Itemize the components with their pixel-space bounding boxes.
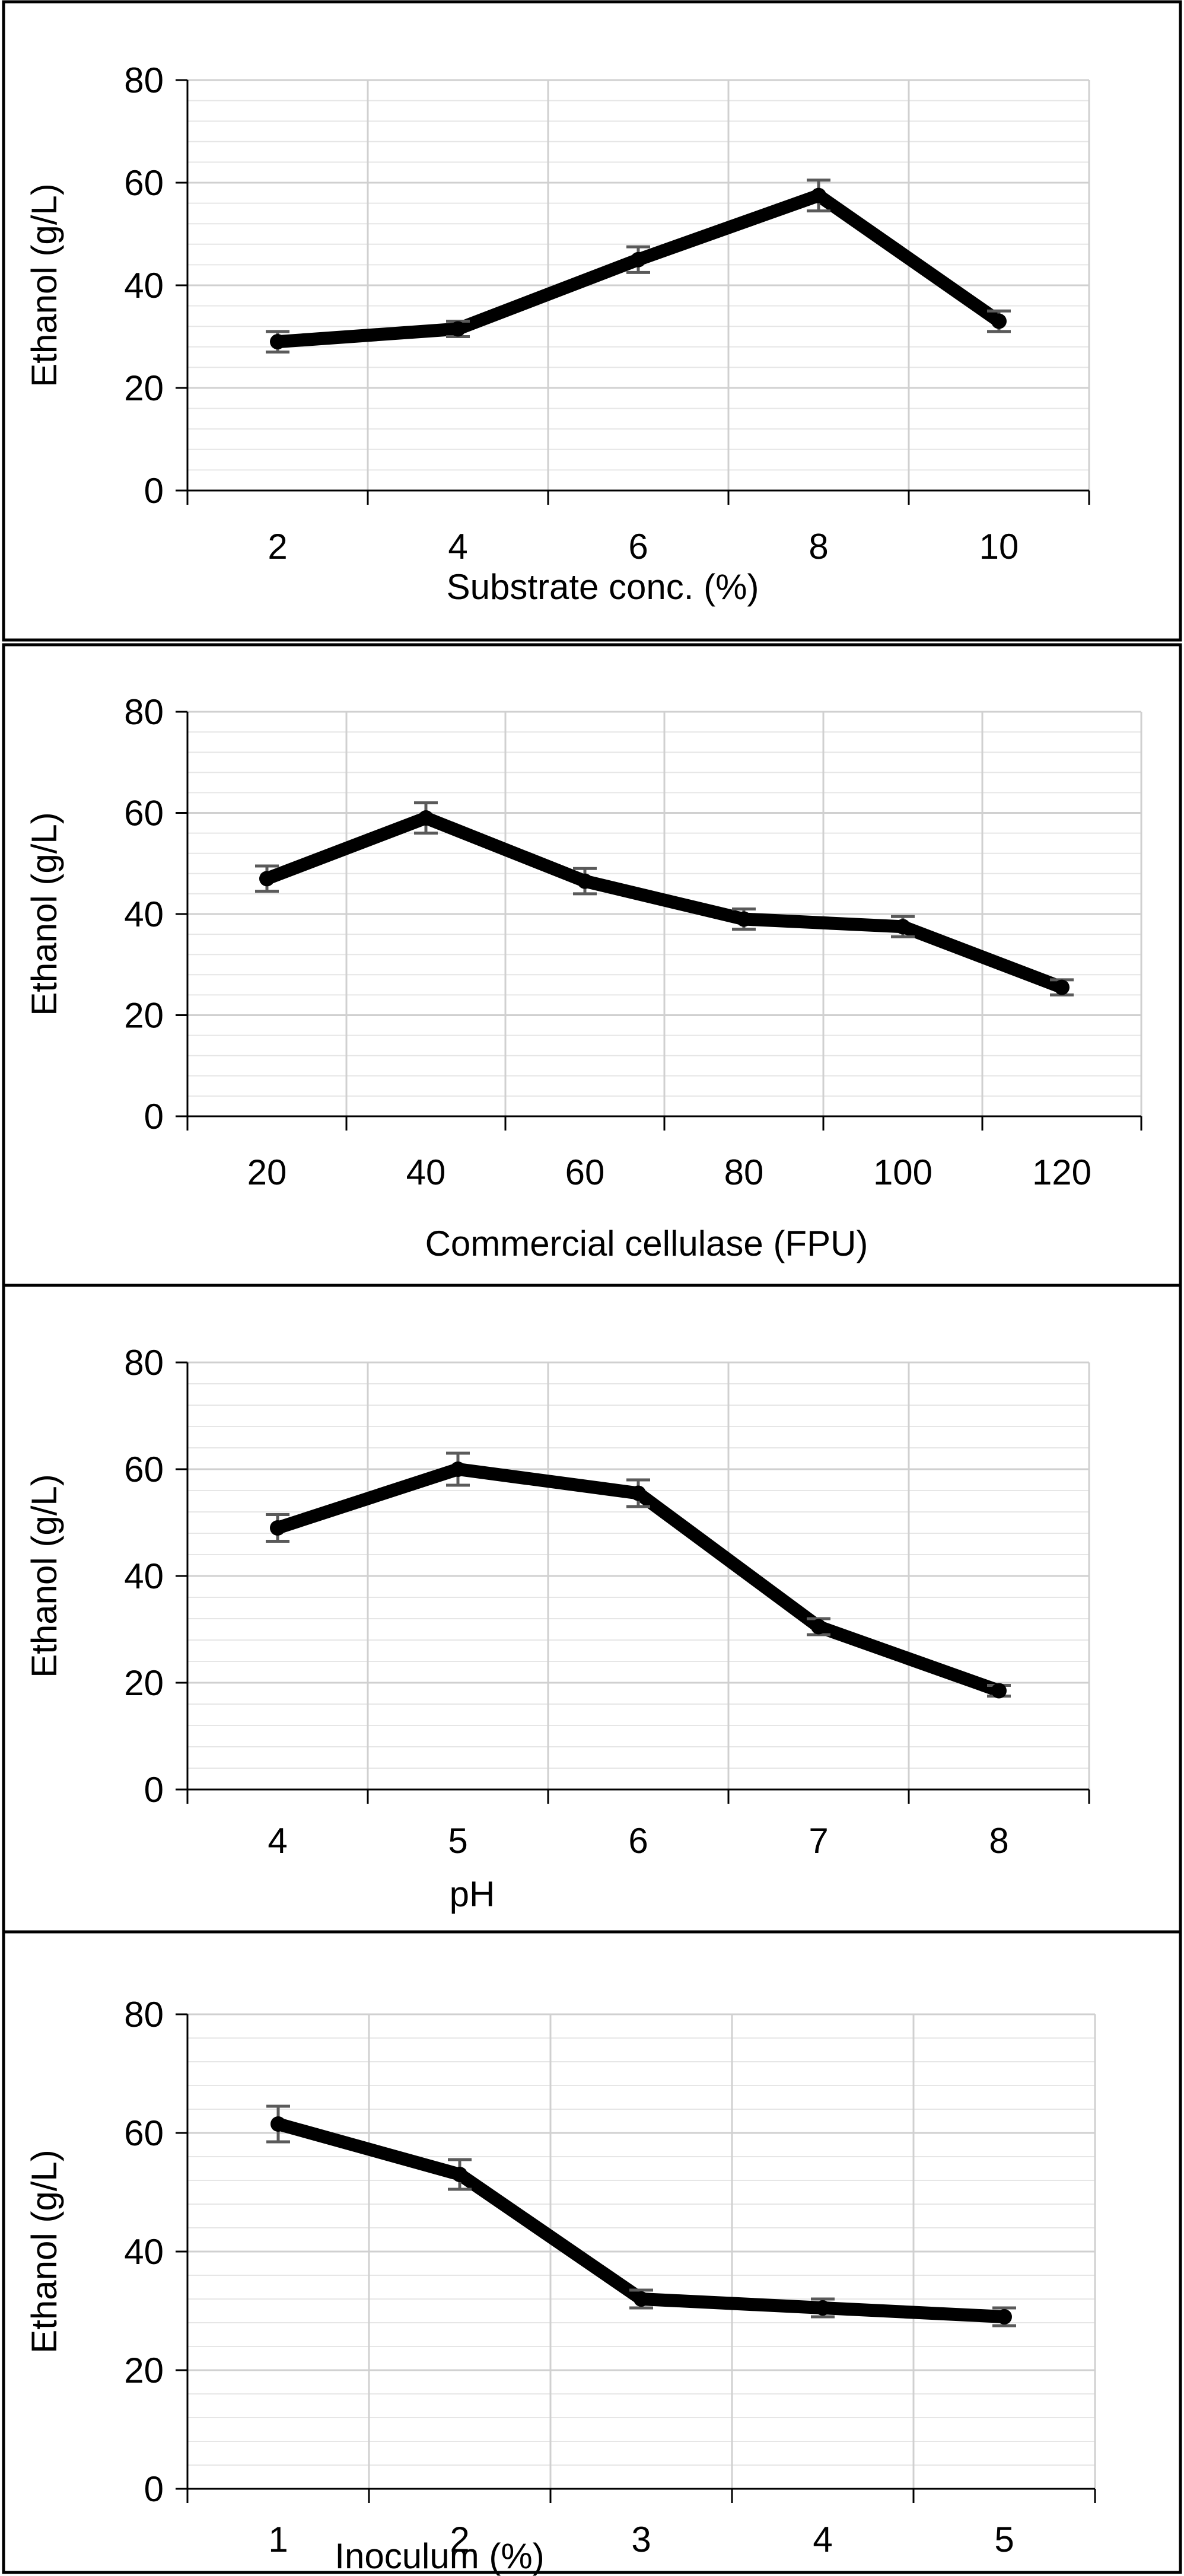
x-tick-label: 4 <box>448 527 467 566</box>
y-tick-label: 0 <box>144 1770 164 1810</box>
y-tick-label: 60 <box>124 163 164 203</box>
y-tick-label: 40 <box>124 266 164 305</box>
x-tick-label: 4 <box>813 2520 832 2559</box>
y-tick-label: 60 <box>124 794 164 833</box>
y-tick-label: 20 <box>124 996 164 1036</box>
chart-panel-1: 0 20 40 60 80 2 4 6 8 10 Substrate conc. (%) Ethano… <box>2 0 1182 642</box>
chart-panel-4: 0 20 40 60 80 1 2 3 4 5 Inoculum (%) Ethanol (g/L) <box>2 1930 1182 2576</box>
y-tick-label: 80 <box>124 61 164 100</box>
data-point <box>452 2167 467 2182</box>
y-tick-label: 60 <box>124 2113 164 2153</box>
y-tick-label: 80 <box>124 1995 164 2034</box>
data-point <box>895 919 911 935</box>
x-tick-label: 3 <box>631 2520 651 2559</box>
data-point <box>450 321 466 337</box>
x-tick-label: 2 <box>268 527 287 566</box>
x-axis-title: Inoculum (%) <box>335 2536 544 2576</box>
x-tick-label: 8 <box>809 527 828 566</box>
data-point <box>991 313 1007 329</box>
y-axis-title: Ethanol (g/L) <box>24 812 64 1016</box>
x-tick-label: 20 <box>247 1152 287 1192</box>
x-tick-label: 8 <box>989 1821 1008 1861</box>
y-tick-label: 20 <box>124 1663 164 1703</box>
x-tick-label: 5 <box>448 1821 467 1861</box>
data-point <box>1054 979 1070 995</box>
x-axis-title: Commercial cellulase (FPU) <box>425 1224 868 1263</box>
data-point <box>997 2309 1012 2325</box>
x-tick-label: 80 <box>724 1152 764 1192</box>
x-tick-label: 4 <box>268 1821 287 1861</box>
data-point <box>259 871 275 887</box>
x-axis-title: Substrate conc. (%) <box>447 567 759 607</box>
y-tick-label: 40 <box>124 894 164 934</box>
chart-frame <box>2 643 1182 1287</box>
data-point <box>450 1461 466 1477</box>
y-tick-label: 80 <box>124 692 164 732</box>
data-point <box>631 1485 646 1501</box>
y-tick-label: 0 <box>144 1097 164 1136</box>
series-line <box>260 811 1068 994</box>
data-point <box>270 1520 285 1536</box>
data-point <box>634 2291 649 2307</box>
data-point <box>991 1683 1007 1699</box>
data-point <box>418 810 434 826</box>
x-axis-title: pH <box>450 1874 495 1914</box>
x-tick-label: 5 <box>994 2520 1014 2559</box>
data-point <box>270 2116 286 2132</box>
x-tick-label: 10 <box>979 527 1019 566</box>
y-tick-label: 40 <box>124 2232 164 2272</box>
data-point <box>815 2300 830 2316</box>
x-tick-label: 1 <box>268 2520 288 2559</box>
data-point <box>736 911 752 927</box>
x-tick-label: 120 <box>1032 1152 1091 1192</box>
chart-frame <box>2 1284 1182 1934</box>
chart-panel-2: 0 20 40 60 80 20 40 60 80 100 120 Commercial cellul… <box>2 643 1182 1287</box>
x-tick-label: 60 <box>565 1152 605 1192</box>
y-axis-title: Ethanol (g/L) <box>24 183 64 387</box>
y-tick-label: 80 <box>124 1343 164 1383</box>
y-tick-label: 20 <box>124 368 164 408</box>
x-tick-label: 2 <box>450 2520 469 2559</box>
data-point <box>270 334 285 350</box>
data-point <box>811 187 826 203</box>
y-axis-title: Ethanol (g/L) <box>24 2150 64 2354</box>
y-tick-label: 40 <box>124 1556 164 1596</box>
data-point <box>577 873 593 889</box>
x-tick-label: 40 <box>406 1152 446 1192</box>
chart-frame <box>2 0 1182 642</box>
y-tick-label: 60 <box>124 1450 164 1489</box>
y-axis-title: Ethanol (g/L) <box>24 1474 64 1678</box>
y-tick-label: 0 <box>144 2469 164 2509</box>
x-tick-label: 7 <box>809 1821 828 1861</box>
x-tick-label: 6 <box>628 527 648 566</box>
x-tick-label: 6 <box>628 1821 648 1861</box>
y-tick-label: 20 <box>124 2351 164 2390</box>
data-point <box>811 1619 826 1635</box>
data-point <box>631 251 646 268</box>
chart-panel-3: 0 20 40 60 80 4 5 6 7 8 pH Ethanol (g/L) <box>2 1284 1182 1934</box>
x-tick-label: 100 <box>873 1152 932 1192</box>
y-tick-label: 0 <box>144 471 164 511</box>
